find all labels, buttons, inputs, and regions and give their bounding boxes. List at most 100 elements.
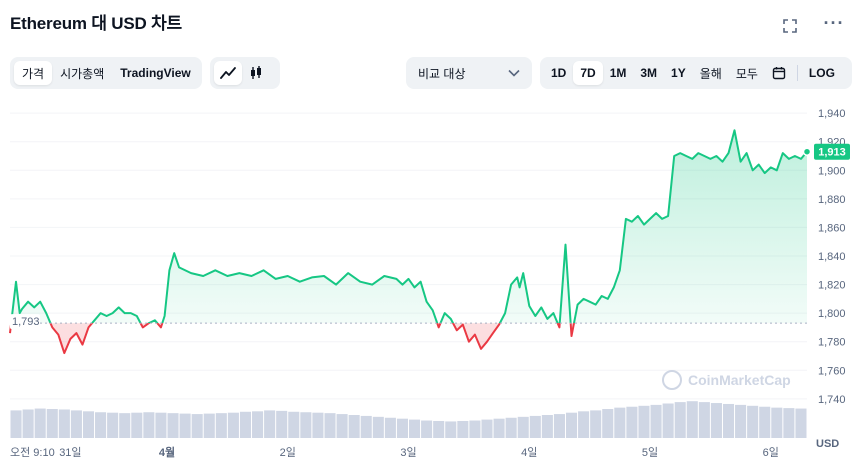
volume-bar [493, 418, 505, 438]
price-line-up [10, 129, 808, 324]
volume-bar [70, 410, 82, 438]
volume-bar [710, 403, 722, 438]
volume-bar [143, 412, 155, 438]
chart-style-toggle [210, 57, 280, 89]
volume-bar [553, 414, 565, 438]
volume-bar [348, 415, 360, 438]
x-tick-label: 6일 [763, 445, 779, 459]
volume-bar [324, 413, 336, 438]
current-price-label: 1,913 [818, 147, 846, 159]
calendar-icon[interactable] [765, 61, 793, 85]
current-price-badge-bg [814, 143, 850, 160]
volume-bar [602, 409, 614, 438]
volume-bar [578, 411, 590, 438]
range-1d[interactable]: 1D [551, 66, 567, 80]
price-chart[interactable]: CoinMarketCap 1,793 1,740 1,760 1,780 1,800… [0, 100, 860, 462]
line-chart-icon[interactable] [214, 61, 242, 85]
y-tick-label: 1,820 [818, 280, 846, 292]
log-scale-toggle[interactable]: LOG [808, 66, 835, 80]
volume-bars [10, 401, 807, 438]
baseline-label-bg [10, 314, 40, 330]
x-tick-label: 3일 [400, 445, 416, 459]
volume-bar [312, 412, 324, 438]
volume-bar [227, 412, 239, 438]
time-range-tabs: 1D 7D 1M 3M 1Y 올해 모두 LOG [540, 57, 852, 89]
volume-bar [469, 420, 481, 438]
volume-bar [155, 412, 167, 438]
more-options-icon[interactable]: ··· [823, 12, 845, 33]
volume-bar [300, 412, 312, 438]
candlestick-icon[interactable] [242, 61, 270, 85]
y-axis-unit: USD [816, 438, 839, 450]
compare-dropdown[interactable]: 비교 대상 [406, 57, 532, 89]
y-tick-label: 1,900 [818, 165, 846, 177]
volume-bar [10, 410, 22, 438]
volume-bar [590, 410, 602, 438]
coinmarketcap-logo-icon [662, 370, 682, 390]
baseline: 1,793 [10, 314, 807, 330]
volume-bar [336, 414, 348, 438]
volume-bar [22, 409, 34, 438]
volume-bar [203, 413, 215, 438]
volume-bar [215, 413, 227, 438]
volume-bar [565, 412, 578, 438]
volume-bar [626, 406, 638, 438]
x-tick-label: 2일 [280, 445, 296, 459]
volume-bar [372, 416, 384, 438]
volume-bar [541, 415, 553, 438]
volume-bar [239, 411, 252, 438]
chevron-down-icon [508, 69, 520, 77]
range-7d[interactable]: 7D [573, 61, 603, 85]
divider [796, 65, 798, 81]
range-3m[interactable]: 3M [640, 66, 658, 80]
volume-bar [505, 417, 517, 438]
volume-bar [698, 402, 710, 438]
volume-bar [722, 403, 735, 438]
volume-bar [638, 405, 650, 438]
x-tick-label: 4월 [159, 445, 175, 459]
volume-bar [396, 418, 408, 438]
volume-bar [409, 419, 421, 438]
volume-bar [46, 409, 58, 438]
volume-bar [288, 411, 300, 438]
volume-bar [735, 404, 747, 438]
range-1m[interactable]: 1M [609, 66, 627, 80]
volume-bar [179, 413, 191, 438]
volume-bar [421, 420, 433, 438]
range-all[interactable]: 모두 [735, 66, 758, 81]
y-tick-label: 1,860 [818, 222, 846, 234]
volume-bar [517, 416, 529, 438]
y-tick-label: 1,760 [818, 365, 846, 377]
range-1y[interactable]: 1Y [671, 66, 686, 80]
volume-bar [445, 421, 457, 438]
x-axis: 오전 9:10 31일 4월 2일 3일 4일 5일 6일 [10, 445, 779, 459]
price-line-down [9, 323, 576, 355]
tab-tradingview[interactable]: TradingView [120, 66, 191, 80]
watermark-text: CoinMarketCap [688, 372, 791, 388]
volume-bar [167, 413, 179, 438]
range-ytd[interactable]: 올해 [699, 66, 722, 81]
volume-bar [481, 419, 493, 438]
volume-bar [264, 410, 276, 438]
volume-bar [82, 411, 95, 438]
volume-bar [433, 420, 445, 438]
y-tick-label: 1,800 [818, 308, 846, 320]
y-axis: 1,740 1,760 1,780 1,800 1,820 1,840 1,860 1,880… [816, 108, 846, 450]
volume-bar [119, 413, 131, 438]
volume-bar [131, 412, 143, 438]
chart-type-tabs: 가격 시가총액 TradingView [10, 57, 202, 89]
current-price-badge: 1,913 [802, 143, 850, 160]
page-title: Ethereum 대 USD 차트 [10, 14, 182, 33]
x-tick-label: 4일 [521, 445, 537, 459]
tab-price[interactable]: 가격 [14, 61, 53, 85]
baseline-label: 1,793 [12, 316, 40, 328]
x-tick-label: 오전 9:10 [10, 446, 55, 459]
volume-bar [457, 420, 469, 438]
volume-bar [107, 412, 119, 438]
volume-bar [360, 415, 372, 438]
expand-icon[interactable] [778, 14, 802, 38]
volume-bar [662, 403, 674, 438]
tab-market-cap[interactable]: 시가총액 [60, 66, 105, 81]
volume-bar [686, 401, 698, 438]
volume-bar [58, 409, 70, 438]
